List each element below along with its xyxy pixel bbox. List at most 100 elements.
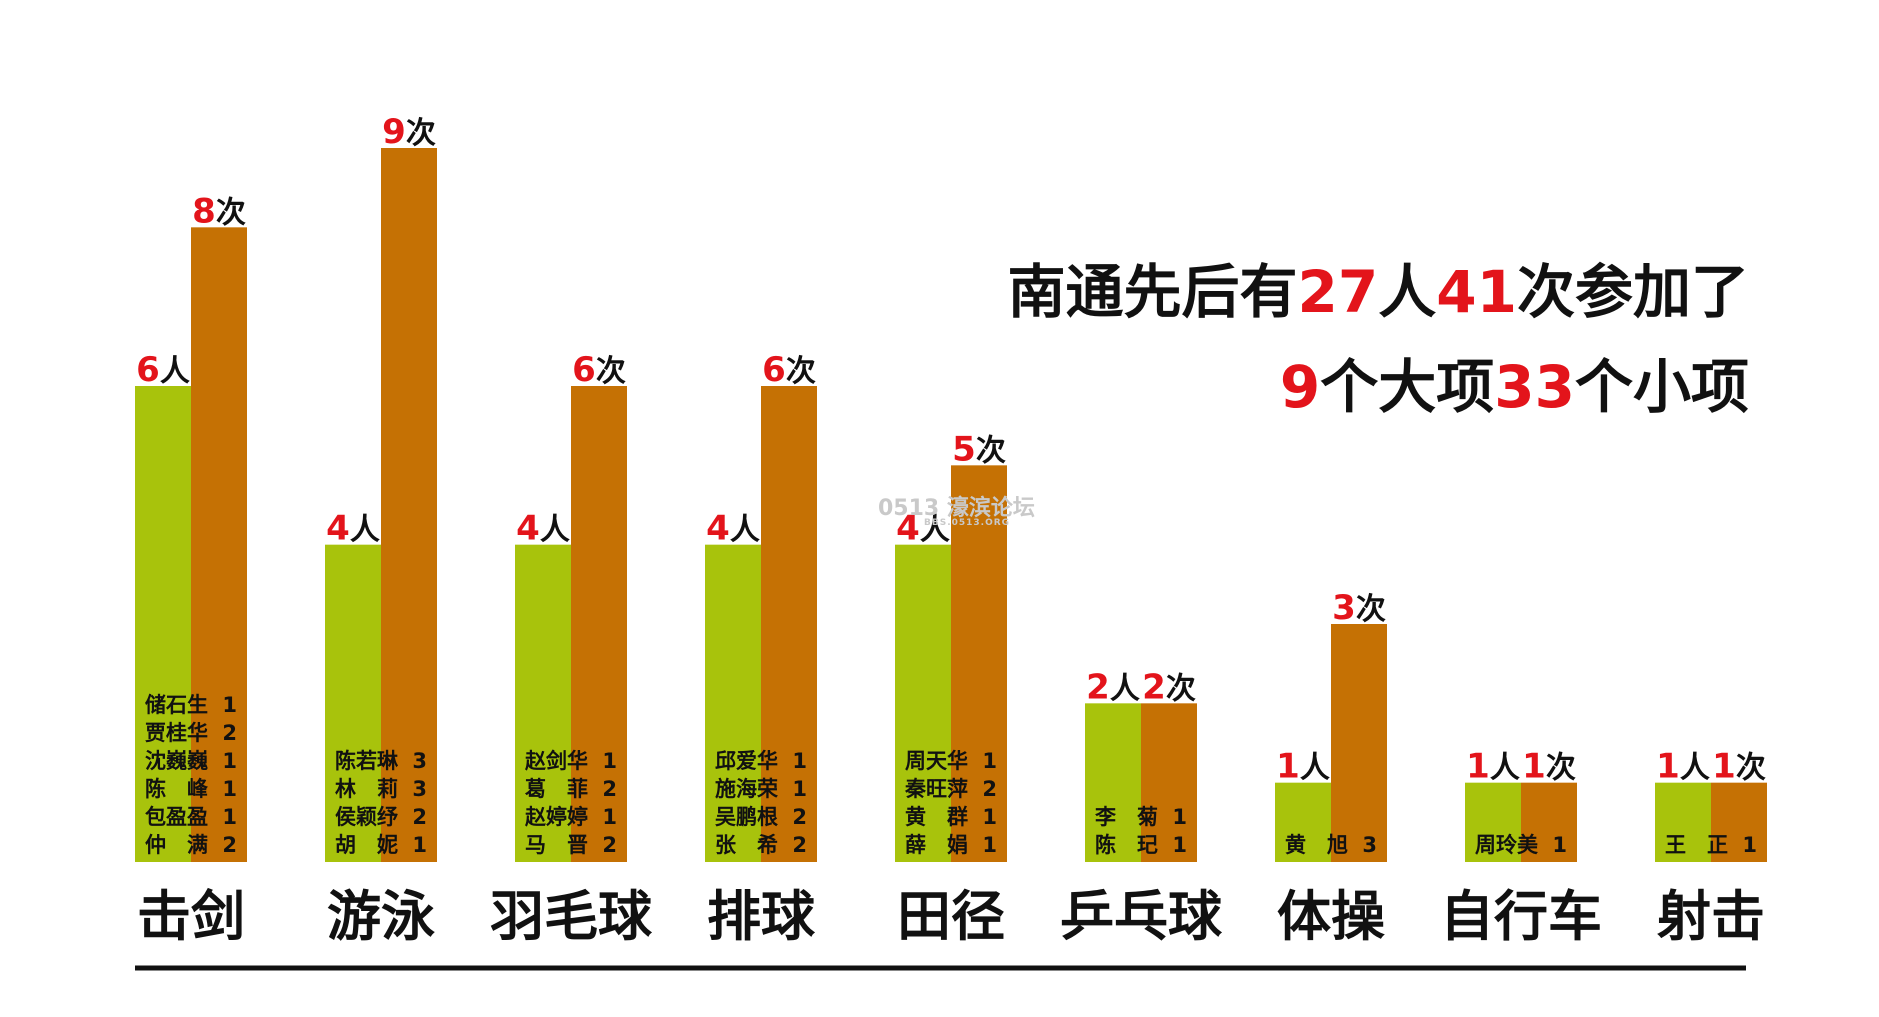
headline-text: 次参加了 xyxy=(1516,258,1749,326)
athlete-count: 1 xyxy=(792,777,807,801)
headline-text: 人 xyxy=(1378,258,1437,326)
data-label-times-number: 5 xyxy=(952,429,976,469)
athlete-name: 赵剑华 xyxy=(524,749,588,773)
athlete-count: 1 xyxy=(412,833,427,857)
category-label: 游泳 xyxy=(327,885,435,948)
headline-number: 33 xyxy=(1494,353,1575,421)
data-label-persons: 4人 xyxy=(516,509,570,549)
athlete-name: 黄 旭 xyxy=(1285,833,1348,857)
data-label-times: 9次 xyxy=(382,112,436,152)
athlete-name: 沈巍巍 xyxy=(145,749,208,773)
headline-text: 个大项 xyxy=(1320,353,1495,421)
data-label-times: 1次 xyxy=(1522,747,1576,787)
data-label-persons-number: 4 xyxy=(896,509,920,549)
data-label-persons: 2人 xyxy=(1086,667,1140,707)
athlete-name: 周天华 xyxy=(905,749,968,773)
data-label-persons: 1人 xyxy=(1276,747,1330,787)
athlete-count: 1 xyxy=(602,749,617,773)
athlete-count: 2 xyxy=(412,805,427,829)
data-label-times: 5次 xyxy=(952,429,1006,469)
athlete-name: 秦旺萍 xyxy=(904,777,968,801)
data-label-times-unit: 次 xyxy=(596,354,626,389)
data-label-times: 2次 xyxy=(1142,667,1196,707)
data-label-times-number: 1 xyxy=(1712,747,1736,787)
bar-persons xyxy=(895,544,951,862)
bar-times xyxy=(1141,703,1197,862)
athlete-name: 贾桂华 xyxy=(145,721,208,745)
data-label-persons: 1人 xyxy=(1656,747,1710,787)
bar-persons xyxy=(325,544,381,862)
bar-times xyxy=(1331,624,1387,862)
data-label-times-number: 9 xyxy=(382,112,406,152)
athlete-name: 黄 群 xyxy=(905,805,968,829)
athlete-count: 1 xyxy=(1552,833,1567,857)
data-label-persons-unit: 人 xyxy=(1300,751,1330,786)
athlete-count: 1 xyxy=(982,833,997,857)
data-label-times-number: 1 xyxy=(1522,747,1546,787)
data-label-persons-unit: 人 xyxy=(730,513,760,548)
data-label-persons-unit: 人 xyxy=(350,513,380,548)
data-label-times-unit: 次 xyxy=(216,195,246,230)
bar-persons xyxy=(1275,782,1331,862)
athlete-name: 陈若琳 xyxy=(335,749,399,773)
athlete-count: 1 xyxy=(602,805,617,829)
bar-times xyxy=(1711,782,1767,862)
data-label-times-unit: 次 xyxy=(1546,751,1576,786)
data-label-persons-number: 1 xyxy=(1276,747,1300,787)
athlete-count: 1 xyxy=(792,749,807,773)
bar-persons xyxy=(705,544,761,862)
athlete-count: 2 xyxy=(222,721,237,745)
athlete-count: 2 xyxy=(602,833,617,857)
athlete-count: 1 xyxy=(982,749,997,773)
athlete-count: 1 xyxy=(222,805,237,829)
athlete-count: 2 xyxy=(222,833,237,857)
bar-persons xyxy=(1465,782,1521,862)
headline-line1: 南通先后有27人41次参加了 xyxy=(1008,245,1749,329)
category-label: 击剑 xyxy=(137,885,245,948)
athlete-count: 1 xyxy=(1742,833,1757,857)
bar-times xyxy=(1521,782,1577,862)
data-label-times: 3次 xyxy=(1332,588,1386,628)
data-label-persons: 4人 xyxy=(326,509,380,549)
bar-times xyxy=(381,148,437,862)
athlete-name: 赵婷婷 xyxy=(524,805,588,829)
athlete-name: 胡 妮 xyxy=(335,833,398,857)
headline-number: 27 xyxy=(1297,258,1379,326)
athlete-name: 李 菊 xyxy=(1094,805,1158,829)
data-label-times: 6次 xyxy=(762,350,816,390)
athlete-count: 1 xyxy=(982,805,997,829)
athlete-count: 2 xyxy=(792,805,807,829)
data-label-persons-number: 4 xyxy=(326,509,350,549)
athlete-name: 包盈盈 xyxy=(145,805,208,829)
athlete-name: 施海荣 xyxy=(715,777,779,801)
data-label-times-unit: 次 xyxy=(976,433,1006,468)
athlete-name: 陈 玘 xyxy=(1095,833,1158,857)
category-label: 排球 xyxy=(707,885,816,948)
data-label-times-number: 8 xyxy=(192,191,216,231)
data-label-times-number: 2 xyxy=(1142,667,1166,707)
data-label-times-unit: 次 xyxy=(1356,592,1386,627)
data-label-persons-number: 1 xyxy=(1656,747,1680,787)
category-label: 乒乓球 xyxy=(1060,885,1223,948)
data-label-times-number: 3 xyxy=(1332,588,1356,628)
data-label-times-unit: 次 xyxy=(406,116,436,151)
bar-persons xyxy=(135,386,191,862)
athlete-count: 3 xyxy=(412,749,427,773)
data-label-persons-unit: 人 xyxy=(1680,751,1710,786)
athlete-name: 邱爱华 xyxy=(715,749,778,773)
athlete-name: 侯颖纾 xyxy=(335,805,398,829)
headline-number: 41 xyxy=(1436,258,1517,326)
athlete-name: 陈 峰 xyxy=(145,777,208,801)
data-label-times-number: 6 xyxy=(572,350,596,390)
athlete-count: 1 xyxy=(222,693,237,717)
data-label-persons-number: 2 xyxy=(1086,667,1110,707)
data-label-persons-unit: 人 xyxy=(1490,751,1520,786)
data-label-times-unit: 次 xyxy=(786,354,816,389)
athlete-name: 仲 满 xyxy=(145,833,208,857)
data-label-times: 8次 xyxy=(192,191,246,231)
athlete-name: 周玲美 xyxy=(1475,833,1538,857)
data-label-persons: 4人 xyxy=(706,509,760,549)
data-label-times-unit: 次 xyxy=(1736,751,1766,786)
data-label-persons-unit: 人 xyxy=(540,513,570,548)
